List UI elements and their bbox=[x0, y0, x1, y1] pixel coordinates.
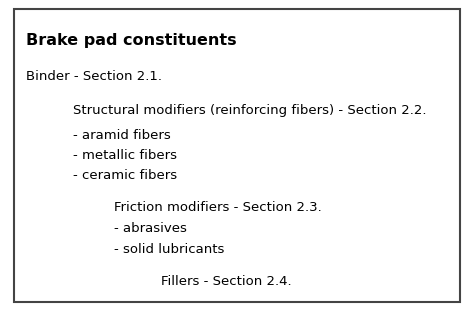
Text: - aramid fibers: - aramid fibers bbox=[73, 129, 171, 142]
Text: Brake pad constituents: Brake pad constituents bbox=[26, 33, 237, 48]
Text: - ceramic fibers: - ceramic fibers bbox=[73, 169, 178, 183]
Text: Structural modifiers (reinforcing fibers) - Section 2.2.: Structural modifiers (reinforcing fibers… bbox=[73, 104, 427, 117]
Text: - solid lubricants: - solid lubricants bbox=[114, 243, 224, 256]
Text: - abrasives: - abrasives bbox=[114, 222, 187, 235]
Text: Binder - Section 2.1.: Binder - Section 2.1. bbox=[26, 70, 162, 83]
Text: Friction modifiers - Section 2.3.: Friction modifiers - Section 2.3. bbox=[114, 201, 321, 214]
Text: Fillers - Section 2.4.: Fillers - Section 2.4. bbox=[161, 275, 292, 288]
FancyBboxPatch shape bbox=[14, 9, 460, 302]
Text: - metallic fibers: - metallic fibers bbox=[73, 149, 177, 162]
